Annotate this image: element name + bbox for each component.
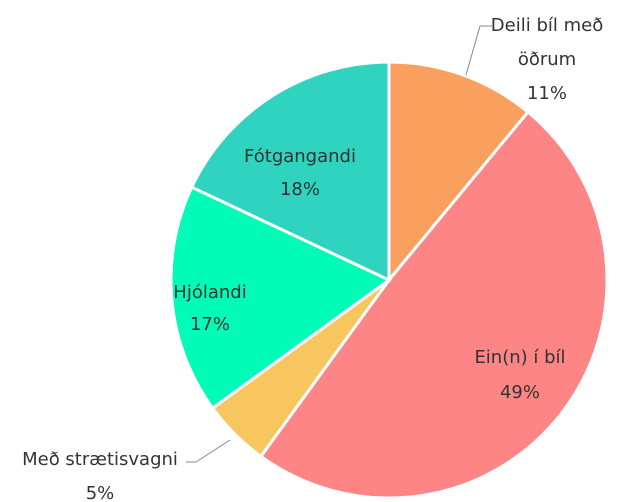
- slice-label-box: Deili bíl með öðrum: [490, 15, 604, 70]
- leader-line: [186, 439, 231, 463]
- pie-slice: [258, 109, 609, 500]
- slice-value-label: 17%: [190, 314, 230, 335]
- slice-label: Hjólandi: [173, 282, 247, 303]
- pie-slice: [169, 185, 392, 411]
- slice-label: Fótgangandi: [244, 146, 356, 167]
- slice-value-label: 5%: [86, 483, 115, 502]
- pie-slice: [387, 60, 531, 285]
- slice-label-box: Hjólandi: [173, 282, 247, 303]
- slice-label-box: Með strætisvagni: [22, 449, 178, 470]
- slice-label-box: Fótgangandi: [244, 146, 356, 167]
- slice-label-box: Ein(n) í bíl: [474, 347, 566, 368]
- slice-label: Deili bíl með öðrum: [490, 15, 604, 70]
- slice-label: Ein(n) í bíl: [474, 347, 566, 368]
- pie-slice: [189, 60, 391, 283]
- slice-value-label: 49%: [500, 382, 540, 403]
- slice-value-label: 18%: [280, 179, 320, 200]
- leader-line: [465, 25, 492, 76]
- slice-value-label: 11%: [527, 83, 567, 104]
- slice-label: Með strætisvagni: [22, 449, 178, 470]
